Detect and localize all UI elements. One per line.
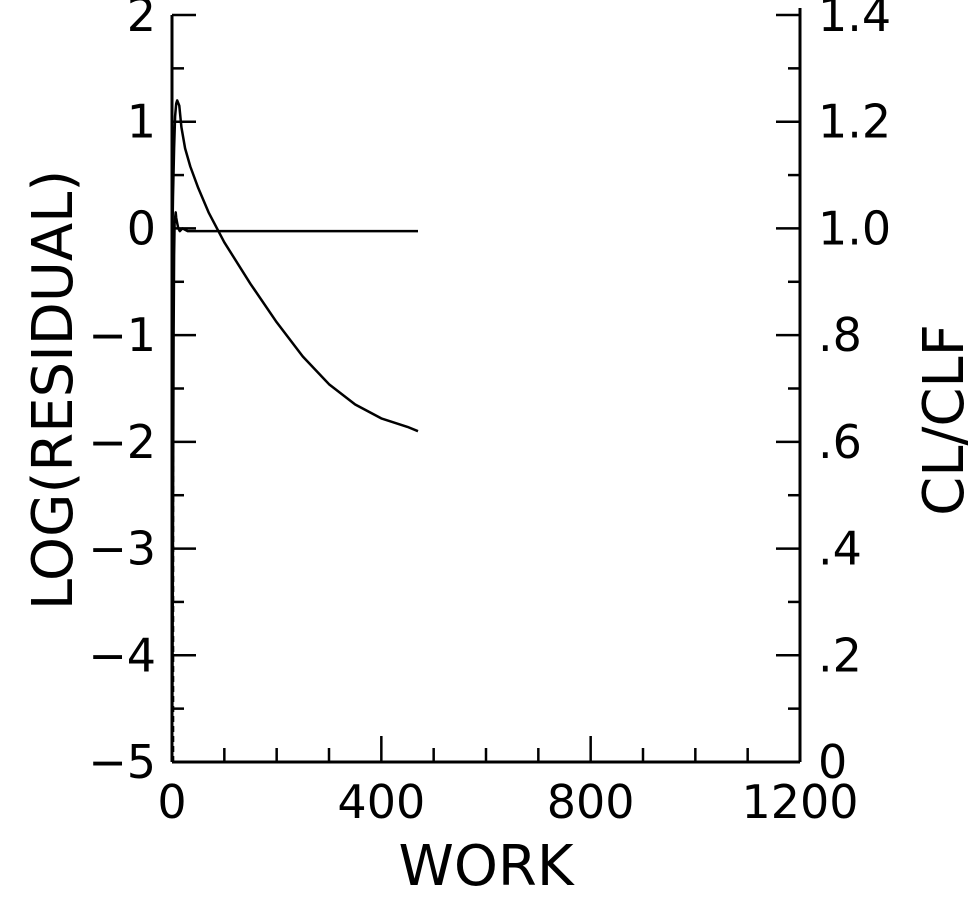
y-right-tick-label: .8: [818, 308, 862, 362]
x-tick-label: 1200: [741, 775, 858, 829]
x-axis-title: WORK: [398, 834, 574, 897]
x-tick-label: 400: [337, 775, 425, 829]
series-line-log-residual: [170, 99, 419, 433]
y-right-tick-label: 1.2: [818, 95, 891, 149]
series-line-cl-clf: [170, 211, 418, 763]
y-right-tick-label: .4: [818, 522, 862, 576]
x-tick-label: 0: [157, 775, 186, 829]
y-left-tick-label: −1: [88, 308, 156, 362]
y-left-tick-label: −3: [88, 522, 156, 576]
tick-marks: [170, 13, 802, 764]
y-right-tick-label: .6: [818, 415, 862, 469]
y-axis-left-title: LOG(RESIDUAL): [21, 170, 86, 610]
y-right-tick-label: 0: [818, 735, 847, 789]
series-layer: [170, 99, 419, 763]
tick-labels: 0 400 800 1200 2 1 0 −1 −2 −3 −4 −5 1.4 1.2 1.0 .8 .6 .4.…: [88, 0, 891, 829]
y-right-tick-label: .2: [818, 628, 862, 682]
y-left-tick-label: −4: [88, 628, 156, 682]
y-left-tick-label: 0: [127, 201, 156, 255]
y-right-tick-label: 1.0: [818, 201, 891, 255]
y-axis-right-title: CL/CLF: [912, 324, 977, 516]
y-right-tick-label: 1.4: [818, 0, 891, 42]
axes: [170, 8, 802, 764]
y-left-tick-label: −5: [88, 735, 156, 789]
x-tick-label: 800: [547, 775, 635, 829]
y-left-tick-label: −2: [88, 415, 156, 469]
y-left-tick-label: 2: [127, 0, 156, 42]
y-left-tick-label: 1: [127, 95, 156, 149]
